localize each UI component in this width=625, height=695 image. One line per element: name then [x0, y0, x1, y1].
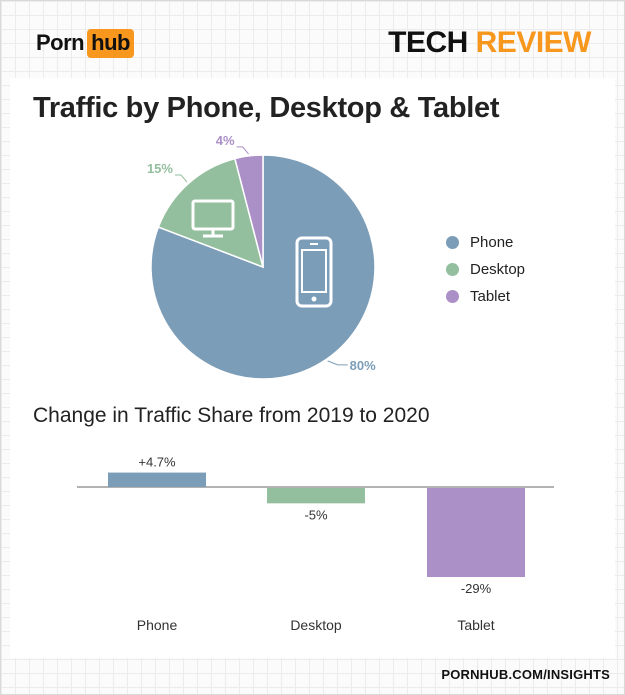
legend-item-tablet: Tablet — [446, 283, 525, 310]
bar-desktop — [267, 488, 365, 504]
legend-label-tablet: Tablet — [470, 288, 511, 305]
pie-label-desktop: 15% — [147, 161, 173, 176]
pie-legend: Phone Desktop Tablet — [446, 229, 525, 310]
logo-text-left: Porn — [36, 30, 85, 55]
pie-slice-desktop — [157, 157, 265, 269]
pie-slice-tablet — [233, 154, 264, 268]
tech-word: TECH — [388, 26, 468, 59]
pie-label-tablet: 4% — [216, 133, 235, 148]
legend-item-desktop: Desktop — [446, 256, 525, 283]
review-word: REVIEW — [475, 26, 592, 59]
tech-review-title: TECH REVIEW — [388, 26, 591, 60]
legend-swatch-phone — [446, 236, 459, 249]
pie-leader-phone — [327, 360, 348, 366]
pie-chart: 80% 15% 4% — [147, 133, 376, 380]
phone-icon — [295, 236, 333, 308]
logo-text-right: hub — [87, 28, 134, 58]
bar-tablet — [427, 488, 525, 577]
brand-logo: Porn hub — [36, 28, 134, 58]
monitor-icon — [191, 199, 235, 238]
bar-category-label-phone: Phone — [137, 617, 178, 633]
bar-value-label-phone: +4.7% — [138, 455, 176, 470]
bar-category-label-desktop: Desktop — [290, 617, 342, 633]
pie-label-phone: 80% — [350, 358, 376, 373]
legend-label-desktop: Desktop — [470, 261, 526, 278]
pie-leader-tablet — [236, 146, 249, 155]
footer-url: PORNHUB.COM/INSIGHTS — [441, 667, 610, 682]
pie-leader-desktop — [174, 174, 188, 183]
bar-value-label-desktop: -5% — [304, 507, 328, 522]
bar-category-label-tablet: Tablet — [457, 617, 494, 633]
bar-chart-title: Change in Traffic Share from 2019 to 202… — [33, 404, 430, 427]
legend-item-phone: Phone — [446, 229, 525, 256]
bar-phone — [108, 472, 206, 487]
bar-value-label-tablet: -29% — [461, 581, 492, 596]
legend-swatch-desktop — [446, 263, 459, 276]
legend-swatch-tablet — [446, 290, 459, 303]
bar-chart: +4.7% Phone -5% Desktop -29% Tablet — [77, 455, 554, 633]
legend-label-phone: Phone — [470, 234, 514, 251]
pie-chart-title: Traffic by Phone, Desktop & Tablet — [33, 92, 500, 124]
